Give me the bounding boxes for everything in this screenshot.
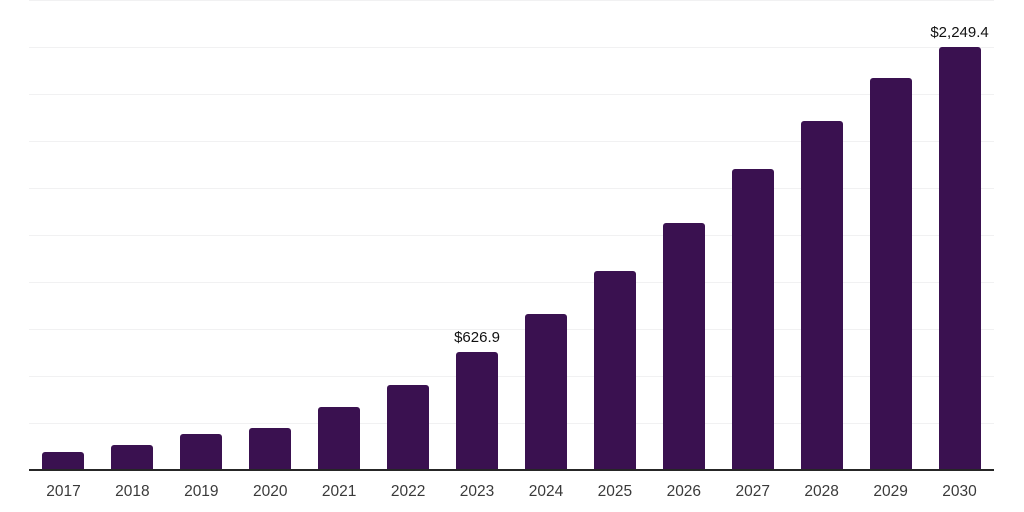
bar-2017 bbox=[42, 452, 85, 470]
gridline-750 bbox=[29, 329, 994, 330]
gridline-1000 bbox=[29, 282, 994, 283]
x-tick-label-2030: 2030 bbox=[942, 483, 977, 500]
bar-2022 bbox=[387, 385, 430, 470]
x-tick-label-2019: 2019 bbox=[184, 483, 219, 500]
x-tick-label-2021: 2021 bbox=[321, 483, 357, 500]
gridline-2250 bbox=[29, 47, 994, 48]
gridline-2000 bbox=[29, 94, 994, 95]
bar-2029 bbox=[869, 78, 912, 470]
x-tick-label-2018: 2018 bbox=[115, 483, 150, 500]
bar-2021 bbox=[318, 407, 361, 470]
x-axis-line bbox=[29, 469, 994, 471]
gridline-250 bbox=[29, 423, 994, 424]
bar-2026 bbox=[662, 222, 705, 470]
gridline-2500 bbox=[29, 0, 994, 1]
x-tick-label-2022: 2022 bbox=[390, 483, 426, 500]
bar-2019 bbox=[180, 434, 223, 470]
bar-2027 bbox=[731, 169, 774, 470]
bar-2028 bbox=[800, 121, 843, 470]
data-label-2023: $626.9 bbox=[454, 329, 500, 347]
x-tick-label-2026: 2026 bbox=[666, 483, 702, 500]
gridline-1250 bbox=[29, 235, 994, 236]
bar-2023 bbox=[456, 352, 499, 470]
x-tick-label-2027: 2027 bbox=[735, 483, 770, 500]
bar-2025 bbox=[593, 271, 636, 470]
bar-2018 bbox=[111, 445, 154, 470]
x-tick-label-2024: 2024 bbox=[528, 483, 564, 500]
gridline-500 bbox=[29, 376, 994, 377]
gridline-1750 bbox=[29, 141, 994, 142]
gridline-1500 bbox=[29, 188, 994, 189]
data-label-2030: $2,249.4 bbox=[930, 24, 989, 42]
x-tick-label-2017: 2017 bbox=[46, 483, 81, 500]
x-tick-label-2029: 2029 bbox=[873, 483, 908, 500]
bar-2030 bbox=[938, 47, 981, 470]
x-tick-label-2025: 2025 bbox=[597, 483, 633, 500]
plot-area: $626.9 $2,249.4 bbox=[29, 0, 994, 470]
x-tick-label-2028: 2028 bbox=[804, 483, 839, 500]
x-tick-label-2023: 2023 bbox=[459, 483, 495, 500]
bar-2020 bbox=[249, 428, 292, 470]
x-tick-label-2020: 2020 bbox=[253, 483, 288, 500]
bar-2024 bbox=[524, 313, 567, 470]
